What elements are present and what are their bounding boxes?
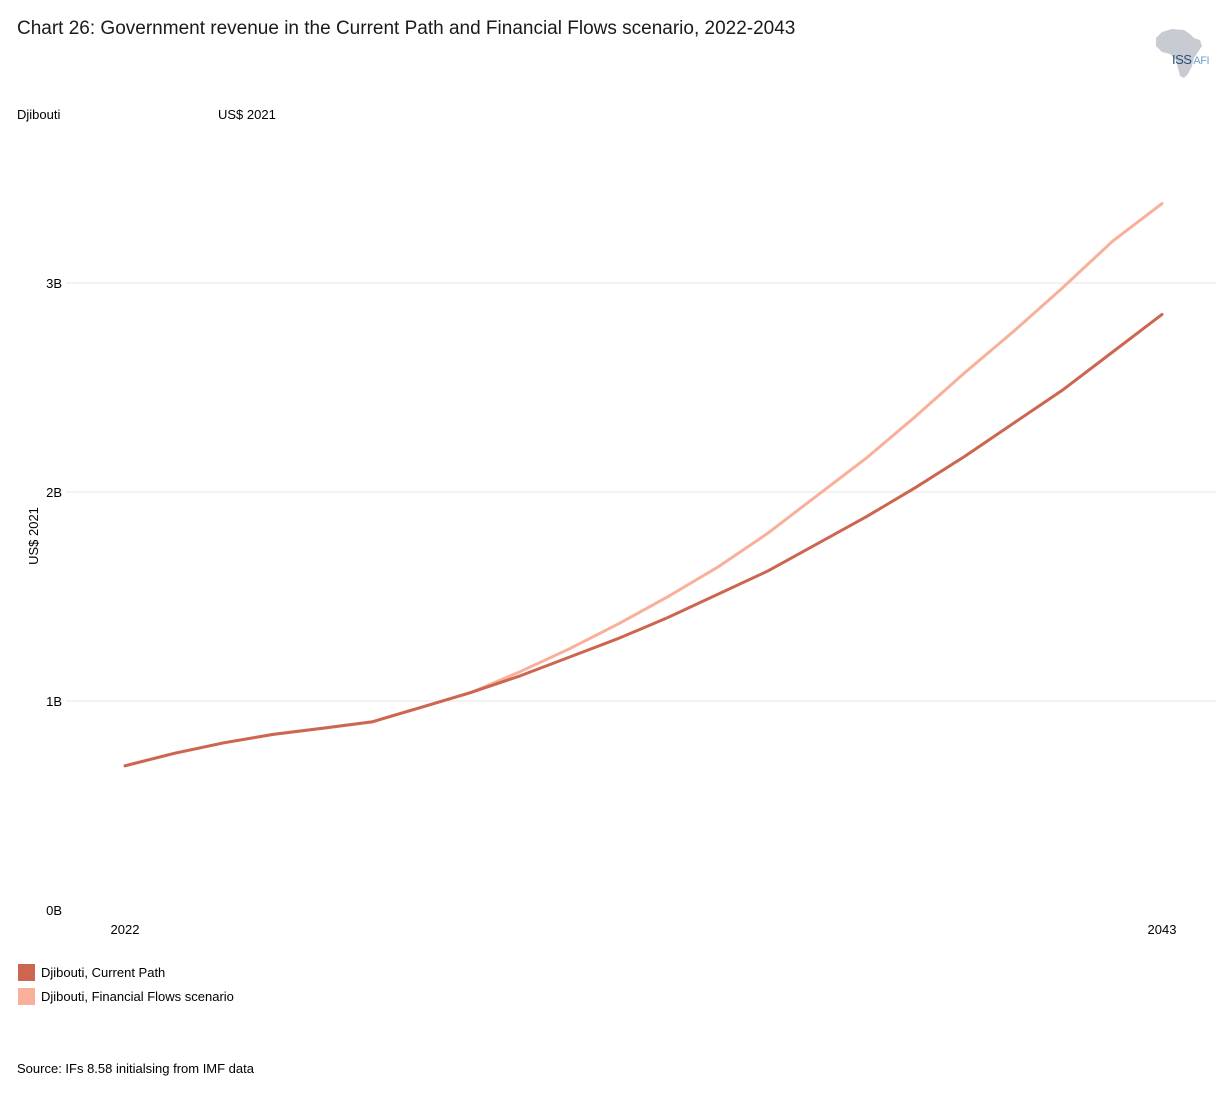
grid-lines xyxy=(66,282,1216,702)
y-axis-ticks: 0B 1B 2B 3B xyxy=(46,276,62,918)
y-tick-label: 3B xyxy=(46,276,62,291)
x-axis-ticks: 2022 2043 xyxy=(111,922,1177,937)
y-tick-label: 2B xyxy=(46,485,62,500)
legend-label-current-path: Djibouti, Current Path xyxy=(41,964,166,980)
legend-label-financial-flows: Djibouti, Financial Flows scenario xyxy=(41,988,234,1004)
legend-swatch-financial-flows xyxy=(18,987,35,1005)
x-tick-label: 2022 xyxy=(111,922,140,937)
legend-item-current-path[interactable]: Djibouti, Current Path xyxy=(18,960,234,984)
series-lines xyxy=(123,202,1164,768)
legend-swatch-current-path xyxy=(18,963,35,981)
logo-text-sub: AFI xyxy=(1191,55,1209,67)
y-tick-label: 1B xyxy=(46,694,62,709)
africa-map-icon xyxy=(1156,29,1202,78)
legend-item-financial-flows[interactable]: Djibouti, Financial Flows scenario xyxy=(18,984,234,1008)
iss-afi-logo: ISS AFI xyxy=(1150,26,1220,82)
source-note: Source: IFs 8.58 initialsing from IMF da… xyxy=(17,1061,254,1076)
y-tick-label: 0B xyxy=(46,903,62,918)
legend: Djibouti, Current Path Djibouti, Financi… xyxy=(18,960,234,1008)
y-axis-label: US$ 2021 xyxy=(26,507,41,565)
series-line-financial-flows xyxy=(123,202,1164,768)
chart-title: Chart 26: Government revenue in the Curr… xyxy=(17,18,796,39)
logo-text-afi: AFI xyxy=(1193,55,1210,67)
country-label: Djibouti xyxy=(17,107,61,122)
logo-text-main: ISS xyxy=(1172,52,1192,67)
series-line-current-path xyxy=(123,312,1164,768)
unit-label: US$ 2021 xyxy=(218,107,276,122)
x-tick-label: 2043 xyxy=(1148,922,1177,937)
logo-text: ISS AFI xyxy=(1172,52,1210,67)
